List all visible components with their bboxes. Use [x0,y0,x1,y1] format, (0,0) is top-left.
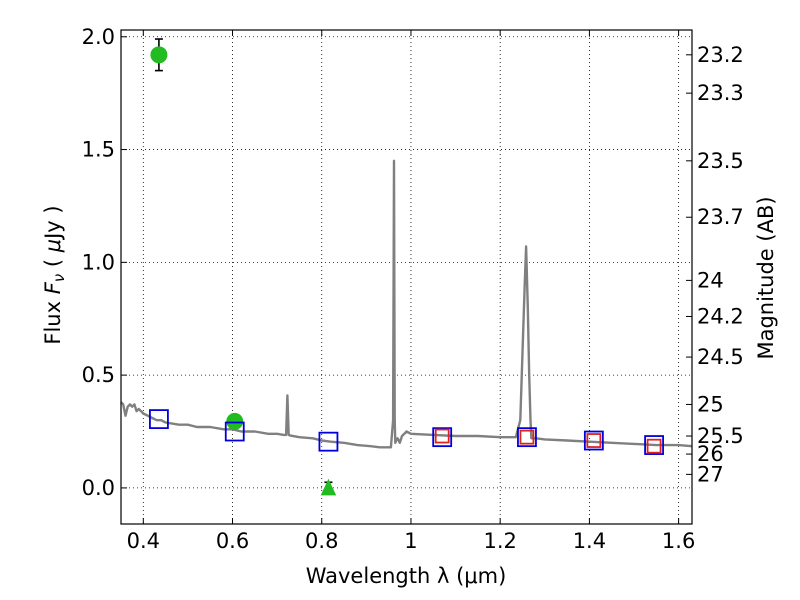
right-axis-label: Magnitude (AB) [754,196,778,359]
y-tick-label: 2.0 [82,25,115,49]
blue-square-point [517,427,537,448]
magnitude-tick-label: 23.5 [697,149,744,173]
red-square-point [646,438,662,454]
plot-frame [120,29,693,525]
green-circle-point [226,412,244,430]
y-tick-label: 1.0 [82,250,115,274]
magnitude-tick-label: 23.2 [697,43,744,67]
x-tick-label: 1.6 [662,529,695,553]
y-tick-label: 1.5 [82,138,115,162]
y-axis-label: Flux Fν ( μJy ) [41,205,68,344]
magnitude-tick-label: 25 [697,392,724,416]
x-tick-label: 0.4 [127,529,160,553]
data-points [149,38,664,496]
x-tick-label: 1.2 [483,529,516,553]
magnitude-tick-label: 27 [697,462,724,486]
x-axis-label: Wavelength λ (μm) [306,564,507,588]
magnitude-tick-label: 24.5 [697,345,744,369]
blue-square-point [583,430,604,451]
red-square-point [519,429,535,445]
magnitude-tick-label: 23.7 [697,205,744,229]
magnitude-tick-label: 26 [697,442,724,466]
x-tick-label: 0.8 [305,529,338,553]
red-square-point [434,428,450,444]
red-square-point [586,433,602,448]
model-spectrum-line [120,159,693,449]
x-tick-label: 1.4 [573,529,606,553]
x-tick-label: 0.6 [216,529,249,553]
blue-square-point [149,409,169,430]
magnitude-tick-label: 24 [697,268,724,292]
magnitude-tick-label: 23.3 [697,81,744,105]
blue-square-point [644,435,664,455]
y-tick-label: 0.5 [82,363,115,387]
green-triangle-point [320,478,337,496]
model-spectrum [120,159,693,449]
blue-square-point [224,421,245,442]
y-tick-label: 0.0 [82,476,115,500]
magnitude-tick-label: 25.5 [697,424,744,448]
magnitude-tick-label: 24.2 [697,304,744,328]
x-tick-label: 1 [404,529,417,553]
axis-ticks: 0.4 0.6 0.8 1 1.2 1.4 1.6 0.0 0.5 1.0 1.5 2.0 23.2 23… [82,25,744,553]
blue-square-point [318,431,339,452]
green-circle-point [150,46,168,64]
blue-square-point [432,427,453,448]
